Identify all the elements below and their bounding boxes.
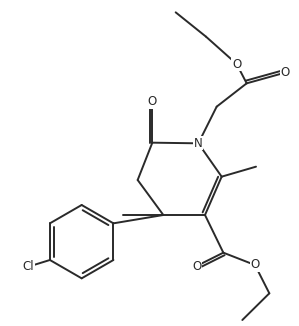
Text: N: N <box>194 137 203 150</box>
Text: Cl: Cl <box>22 260 34 273</box>
Text: O: O <box>280 66 290 79</box>
Text: O: O <box>192 259 201 273</box>
Text: O: O <box>148 95 157 108</box>
Text: O: O <box>232 57 241 70</box>
Text: O: O <box>250 259 260 272</box>
